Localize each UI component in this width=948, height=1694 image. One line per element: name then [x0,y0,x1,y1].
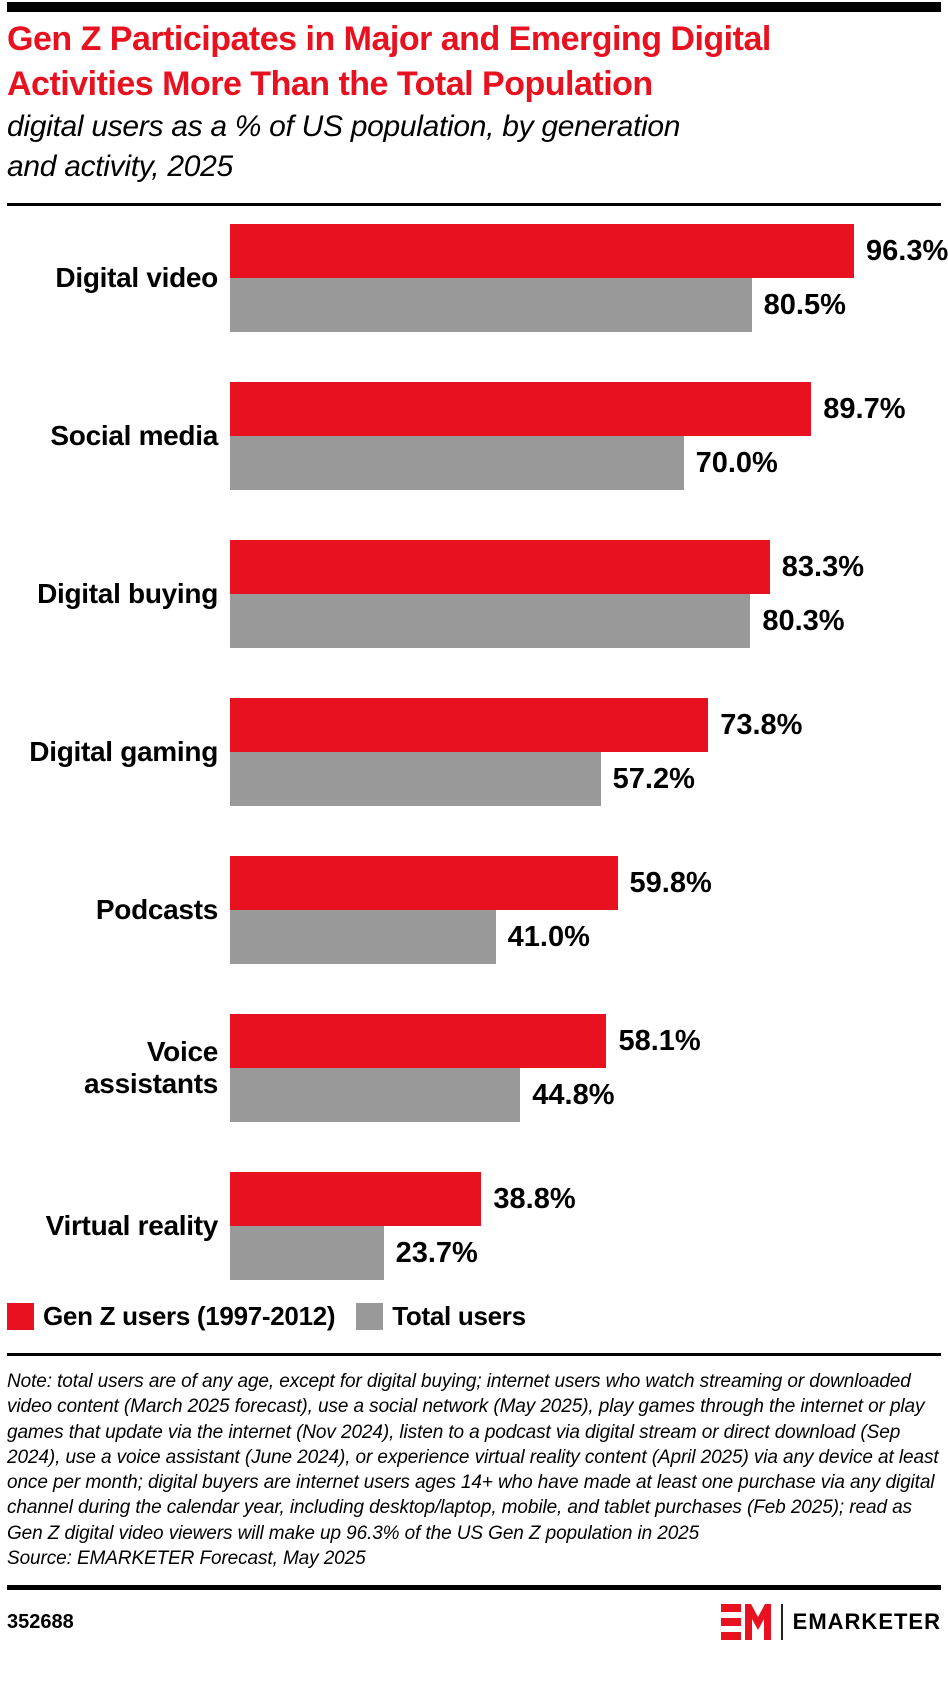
chart-row: Podcasts 59.8% 41.0% [7,856,941,964]
genz-bar-line: 96.3% [230,224,948,278]
total-bar-line: 57.2% [230,752,878,806]
genz-bar [230,1014,607,1068]
category-label: Social media [50,420,218,451]
chart-row: Digital video 96.3% 80.5% [7,224,948,332]
total-bar [230,278,752,332]
genz-value-label: 58.1% [618,1024,701,1057]
total-bar [230,910,496,964]
legend-swatch-genz [7,1303,34,1330]
genz-value-label: 89.7% [823,392,906,425]
category-label: Virtual reality [45,1210,219,1241]
category-label: Voice assistants [84,1036,218,1099]
genz-bar-line: 89.7% [230,382,905,436]
logo-divider [780,1604,783,1641]
total-bar-line: 80.3% [230,594,878,648]
title-line-1: Gen Z Participates in Major and Emerging… [7,20,771,58]
total-bar [230,436,684,490]
genz-bar [230,698,709,752]
subtitle-line-2: and activity, 2025 [7,150,233,183]
total-value-label: 44.8% [532,1078,615,1111]
genz-bar [230,1172,482,1226]
total-bar-line: 23.7% [230,1226,878,1280]
genz-bar-line: 38.8% [230,1172,878,1226]
category-label: Podcasts [95,894,218,925]
chart-subtitle: digital users as a % of US population, b… [7,107,941,187]
legend-swatch-total [356,1303,384,1330]
emarketer-logo: EMARKETER [720,1604,941,1641]
genz-value-label: 83.3% [781,550,865,583]
chart-row: Voice assistants 58.1% 44.8% [7,1014,941,1122]
footer-black-bar [7,1585,941,1591]
chart-row: Digital gaming 73.8% 57.2% [7,698,941,806]
category-label: Digital buying [37,578,218,609]
legend-item-total: Total users [356,1301,526,1332]
genz-bar-line: 83.3% [230,540,878,594]
bar-pair: 73.8% 57.2% [230,698,878,806]
legend-label-genz: Gen Z users (1997-2012) [43,1301,336,1331]
total-value-label: 23.7% [395,1236,478,1269]
bar-pair: 58.1% 44.8% [230,1014,878,1122]
chart-row: Social media 89.7% 70.0% [7,382,941,490]
note-divider [7,1353,941,1356]
legend: Gen Z users (1997-2012) Total users [7,1301,941,1332]
footer: 352688 EMARKETER [7,1604,941,1641]
bar-chart: Digital video 96.3% 80.5% Social media 8… [7,224,948,1280]
bar-pair: 89.7% 70.0% [230,382,905,490]
header-divider [7,203,941,206]
genz-bar-line: 58.1% [230,1014,878,1068]
genz-value-label: 96.3% [866,234,948,267]
total-bar-line: 80.5% [230,278,878,332]
note-text: Note: total users are of any age, except… [7,1371,939,1544]
genz-value-label: 38.8% [493,1182,576,1215]
brand-name: EMARKETER [792,1609,941,1635]
genz-bar [230,382,812,436]
total-value-label: 80.3% [762,604,845,637]
genz-bar-line: 73.8% [230,698,878,752]
genz-bar [230,540,770,594]
bar-pair: 96.3% 80.5% [230,224,948,332]
chart-page: Gen Z Participates in Major and Emerging… [0,2,948,1641]
source-text: Source: EMARKETER Forecast, May 2025 [7,1548,366,1570]
total-bar [230,752,601,806]
category-label: Digital video [55,262,218,293]
chart-row: Virtual reality 38.8% 23.7% [7,1172,941,1280]
total-value-label: 70.0% [695,446,778,479]
total-value-label: 41.0% [507,920,590,953]
chart-id: 352688 [7,1610,74,1633]
bar-pair: 83.3% 80.3% [230,540,878,648]
total-bar-line: 41.0% [230,910,878,964]
top-black-bar [7,2,941,12]
total-value-label: 80.5% [763,288,846,321]
genz-bar [230,224,855,278]
page-title: Gen Z Participates in Major and Emerging… [7,17,941,107]
bar-pair: 59.8% 41.0% [230,856,878,964]
total-bar [230,594,751,648]
legend-item-genz: Gen Z users (1997-2012) [7,1301,336,1332]
subtitle-line-1: digital users as a % of US population, b… [7,110,681,143]
chart-row: Digital buying 83.3% 80.3% [7,540,941,648]
legend-label-total: Total users [392,1301,526,1331]
genz-value-label: 59.8% [629,866,712,899]
total-value-label: 57.2% [612,762,695,795]
total-bar [230,1068,521,1122]
total-bar-line: 44.8% [230,1068,878,1122]
em-logo-icon [720,1604,771,1641]
total-bar [230,1226,384,1280]
genz-value-label: 73.8% [720,708,803,741]
genz-bar [230,856,618,910]
title-line-2: Activities More Than the Total Populatio… [7,65,653,103]
bar-pair: 38.8% 23.7% [230,1172,878,1280]
genz-bar-line: 59.8% [230,856,878,910]
category-label: Digital gaming [29,736,218,767]
total-bar-line: 70.0% [230,436,878,490]
